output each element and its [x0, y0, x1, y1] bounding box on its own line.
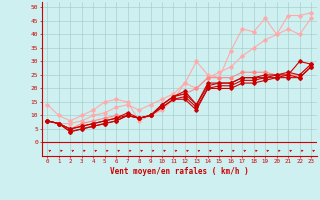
X-axis label: Vent moyen/en rafales ( km/h ): Vent moyen/en rafales ( km/h )	[110, 167, 249, 176]
